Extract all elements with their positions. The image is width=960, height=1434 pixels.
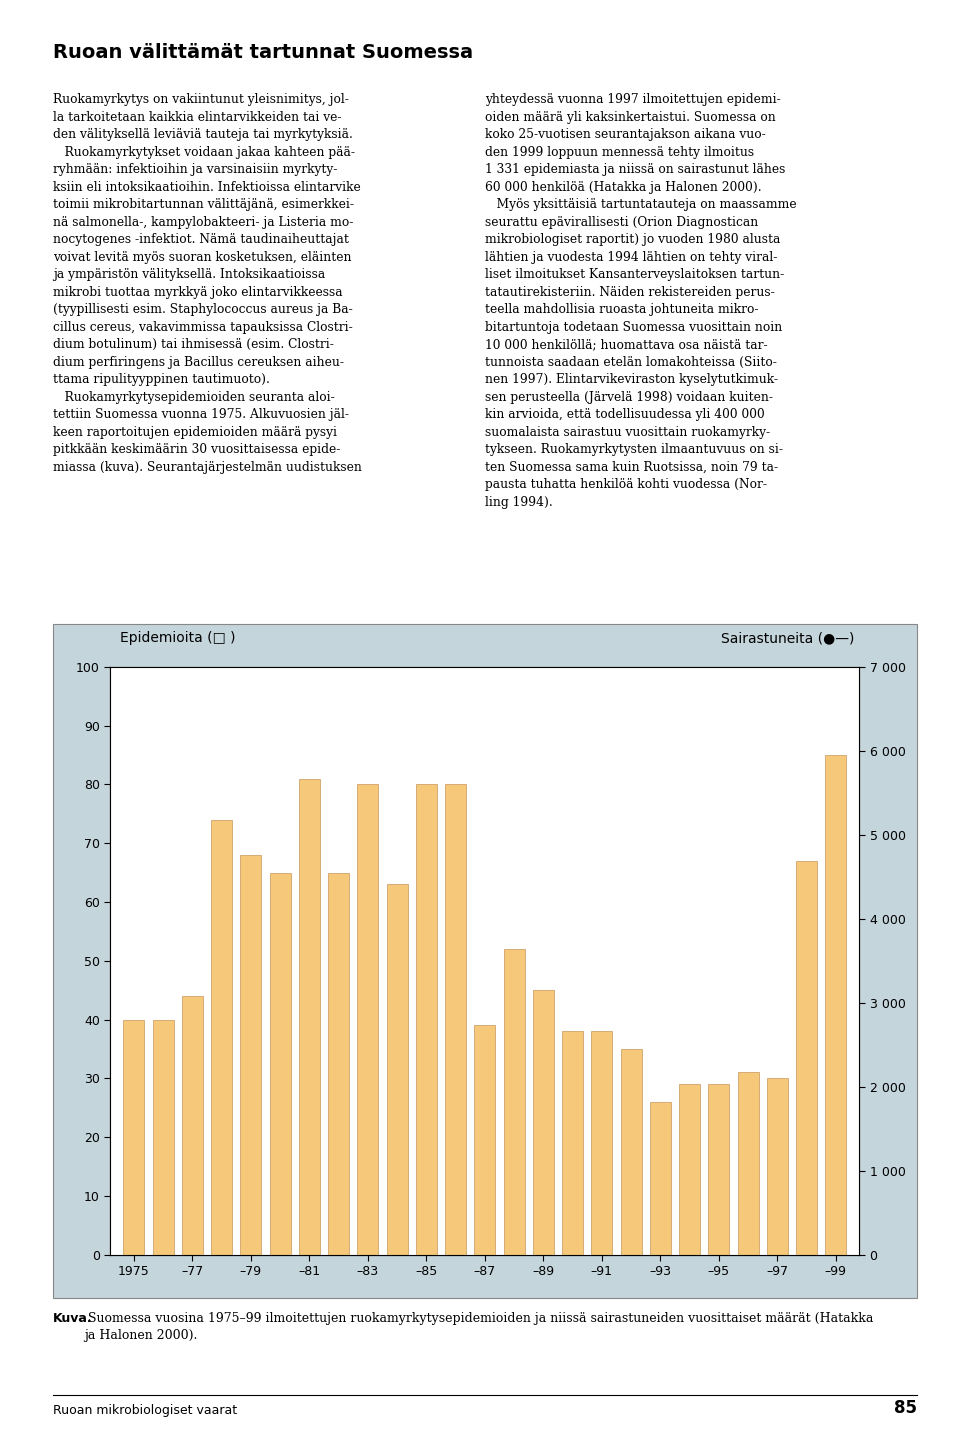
Bar [591,1031,612,1255]
Text: Kuva.: Kuva. [53,1312,92,1325]
Text: 85: 85 [894,1398,917,1417]
Bar [123,1020,144,1255]
Text: yhteydessä vuonna 1997 ilmoitettujen epidemi-
oiden määrä yli kaksinkertaistui. : yhteydessä vuonna 1997 ilmoitettujen epi… [485,93,797,509]
Bar [153,1020,174,1255]
Bar [826,754,847,1255]
Bar [503,949,524,1255]
Bar [650,1101,671,1255]
Bar [416,784,437,1255]
Text: Epidemioita (□ ): Epidemioita (□ ) [120,631,235,645]
Bar [299,779,320,1255]
Text: Sairastuneita (●—): Sairastuneita (●—) [721,631,854,645]
Text: Ruoan mikrobiologiset vaarat: Ruoan mikrobiologiset vaarat [53,1404,237,1417]
Bar [211,820,232,1255]
Bar [533,989,554,1255]
Bar [240,855,261,1255]
Text: Ruoan välittämät tartunnat Suomessa: Ruoan välittämät tartunnat Suomessa [53,43,473,62]
Text: Suomessa vuosina 1975–99 ilmoitettujen ruokamyrkytysepidemioiden ja niissä saira: Suomessa vuosina 1975–99 ilmoitettujen r… [84,1312,874,1342]
Bar [767,1078,788,1255]
Bar [562,1031,583,1255]
Bar [445,784,466,1255]
Bar [708,1084,730,1255]
Text: Ruokamyrkytys on vakiintunut yleisnimitys, jol-
la tarkoitetaan kaikkia elintarv: Ruokamyrkytys on vakiintunut yleisnimity… [53,93,362,473]
Bar [737,1073,758,1255]
Bar [357,784,378,1255]
Bar [181,997,203,1255]
Bar [474,1025,495,1255]
Bar [270,872,291,1255]
Bar [328,872,349,1255]
Bar [796,860,817,1255]
Bar [387,885,408,1255]
Bar [620,1050,641,1255]
Bar [679,1084,700,1255]
